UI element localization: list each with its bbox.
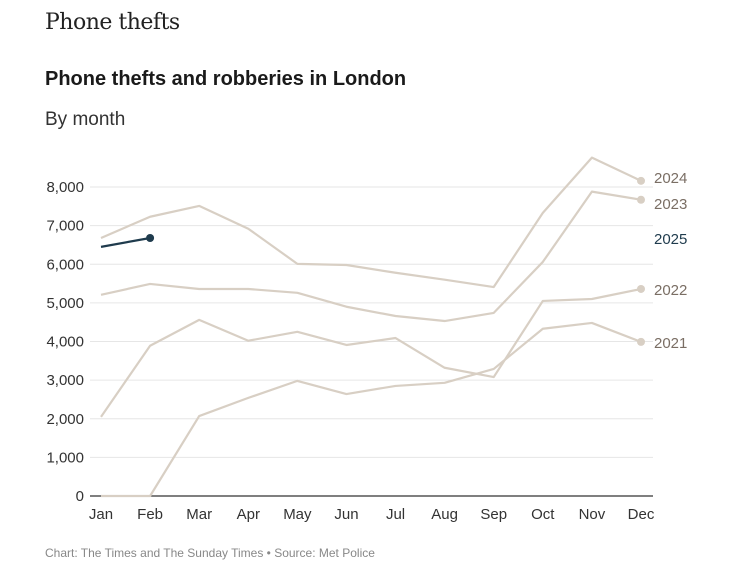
x-tick-label: Feb: [137, 506, 163, 523]
y-tick-label: 1,000: [46, 449, 84, 466]
y-tick-label: 5,000: [46, 295, 84, 312]
series-line-2021: [101, 321, 642, 498]
series-label-2021: 2021: [654, 335, 687, 352]
x-tick-label: Jun: [334, 506, 358, 523]
series-line-2022: [100, 287, 642, 418]
y-tick-label: 2,000: [46, 411, 84, 428]
x-tick-label: Oct: [531, 506, 555, 523]
series-line-2024: [100, 156, 642, 289]
x-tick-label: Aug: [431, 506, 458, 523]
series-label-2025: 2025: [654, 231, 687, 248]
series-end-point-2024: [637, 176, 645, 185]
chart-footer: Chart: The Times and The Sunday Times • …: [45, 546, 375, 560]
x-tick-label: Jul: [386, 506, 405, 523]
x-tick-label: Sep: [480, 506, 507, 523]
section-title: Phone thefts: [45, 10, 180, 35]
series-line-2023: [100, 190, 642, 323]
series-end-point-2023: [637, 195, 645, 204]
x-tick-label: Dec: [628, 506, 655, 523]
chart-title: Phone thefts and robberies in London: [45, 68, 407, 90]
x-tick-label: Apr: [237, 506, 260, 523]
y-tick-label: 6,000: [46, 256, 84, 273]
x-tick-label: Nov: [579, 506, 606, 523]
y-tick-label: 3,000: [46, 372, 84, 389]
series-label-2023: 2023: [654, 196, 687, 213]
y-tick-label: 7,000: [46, 218, 84, 235]
series-label-2024: 2024: [654, 170, 687, 187]
y-tick-label: 0: [76, 488, 84, 505]
x-tick-label: Mar: [186, 506, 212, 523]
series-line-2025: [100, 236, 151, 248]
y-tick-label: 8,000: [46, 179, 84, 196]
x-tick-label: May: [283, 506, 312, 523]
chart-subtitle: By month: [45, 109, 126, 130]
series-label-2022: 2022: [654, 282, 687, 299]
x-tick-label: Jan: [89, 506, 113, 523]
series-end-point-2025: [146, 233, 155, 242]
series-end-point-2021: [637, 337, 645, 346]
y-tick-label: 4,000: [46, 334, 84, 351]
series-end-point-2022: [637, 284, 645, 293]
